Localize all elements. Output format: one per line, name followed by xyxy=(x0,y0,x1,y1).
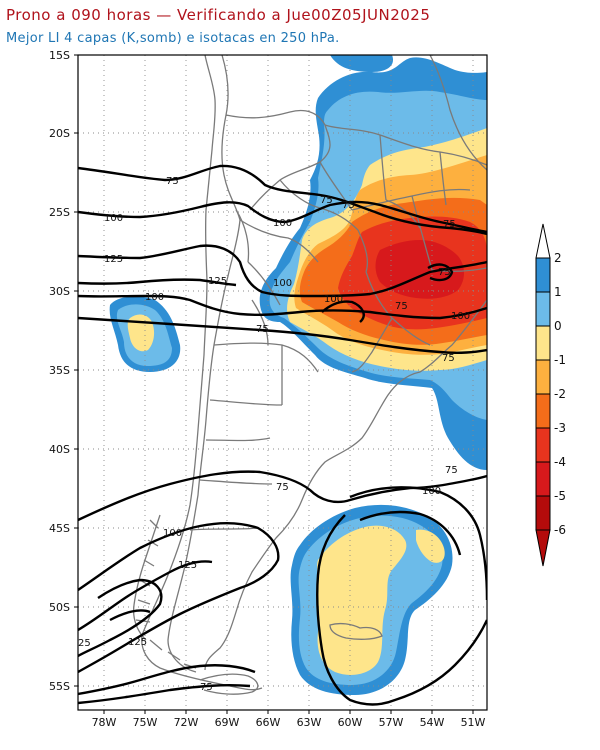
map-gridlines xyxy=(78,55,487,710)
isotach-label: 125 xyxy=(208,276,227,287)
isotach-label: 75 xyxy=(200,682,213,693)
lat-label: 25S xyxy=(49,206,70,219)
isotach-label: 75 xyxy=(395,301,408,312)
colorbar-labels: 2 1 0 -1 -2 -3 -4 -5 -6 xyxy=(554,251,566,537)
isotach-labels: 75 100 125 125 100 75 75 75 100 75 75 75… xyxy=(78,176,470,693)
li-shading-darkred xyxy=(375,240,464,299)
latitude-labels: 15S 20S 25S 30S 35S 40S 45S 50S 55S xyxy=(49,49,70,693)
isotach-label: 75 xyxy=(443,219,456,230)
lon-label: 78W xyxy=(92,716,117,729)
colorbar-bin xyxy=(535,461,551,497)
isotach-label: 100 xyxy=(422,486,441,497)
colorbar-tick: 0 xyxy=(554,319,562,333)
isotach-label: 100 xyxy=(145,292,164,303)
colorbar-tick: 2 xyxy=(554,251,562,265)
chart-subtitle: Mejor LI 4 capas (K,somb) e isotacas en … xyxy=(6,31,340,46)
colorbar-tick: -3 xyxy=(554,421,566,435)
isotach-label: 75 xyxy=(445,465,458,476)
isotach-label: 75 xyxy=(166,176,179,187)
colorbar-bin xyxy=(535,359,551,395)
colorbar-bin xyxy=(535,325,551,361)
colorbar-tick: -1 xyxy=(554,353,566,367)
lon-label: 75W xyxy=(133,716,158,729)
isotach-label: 100 xyxy=(273,218,292,229)
isotach-label: 125 xyxy=(104,254,123,265)
lon-label: 66W xyxy=(256,716,281,729)
colorbar-bin xyxy=(535,291,551,327)
colorbar-tick: 1 xyxy=(554,285,562,299)
isotach-label: 125 xyxy=(128,637,147,648)
colorbar-bottom-arrow xyxy=(535,529,551,567)
colorbar-tick: -6 xyxy=(554,523,566,537)
isotach-label: 25 xyxy=(78,638,91,649)
map-frame xyxy=(77,54,488,711)
chart-title: Prono a 090 horas — Verificando a Jue00Z… xyxy=(6,6,431,24)
lat-label: 20S xyxy=(49,127,70,140)
isotach-label: 75 xyxy=(438,267,451,278)
isotach-label: 100 xyxy=(324,294,343,305)
latitude-axis xyxy=(74,54,78,687)
isotach-label: 125 xyxy=(178,560,197,571)
lon-label: 63W xyxy=(297,716,322,729)
lon-label: 57W xyxy=(379,716,404,729)
colorbar-bin xyxy=(535,257,551,293)
coastlines-borders xyxy=(132,55,487,695)
lon-label: 69W xyxy=(215,716,240,729)
map-content: 75 100 125 125 100 75 75 75 100 75 75 75… xyxy=(78,55,487,710)
isotach-label: 100 xyxy=(451,311,470,322)
lon-label: 51W xyxy=(461,716,486,729)
lon-label: 54W xyxy=(420,716,445,729)
lat-label: 45S xyxy=(49,522,70,535)
longitude-labels: 78W 75W 72W 69W 66W 63W 60W 57W 54W 51W xyxy=(92,716,486,729)
colorbar xyxy=(535,223,551,567)
isotach-label: 75 xyxy=(342,200,355,211)
lat-label: 30S xyxy=(49,285,70,298)
lat-label: 35S xyxy=(49,364,70,377)
colorbar-tick: -5 xyxy=(554,489,566,503)
lat-label: 15S xyxy=(49,49,70,62)
longitude-axis xyxy=(103,710,474,714)
colorbar-bin xyxy=(535,427,551,463)
colorbar-tick: -4 xyxy=(554,455,566,469)
isotach-label: 75 xyxy=(256,324,269,335)
isotach-label: 75 xyxy=(276,482,289,493)
colorbar-tick: -2 xyxy=(554,387,566,401)
colorbar-top-arrow xyxy=(535,223,551,259)
colorbar-bin xyxy=(535,495,551,531)
lat-label: 55S xyxy=(49,680,70,693)
lat-label: 50S xyxy=(49,601,70,614)
lat-label: 40S xyxy=(49,443,70,456)
isotach-label: 75 xyxy=(442,353,455,364)
lon-label: 72W xyxy=(174,716,199,729)
colorbar-bin xyxy=(535,393,551,429)
isotach-label: 100 xyxy=(273,278,292,289)
isotach-label: 100 xyxy=(163,528,182,539)
isotach-label: 75 xyxy=(320,195,333,206)
lon-label: 60W xyxy=(338,716,363,729)
isotach-label: 100 xyxy=(104,213,123,224)
isotach-lines xyxy=(78,164,487,706)
